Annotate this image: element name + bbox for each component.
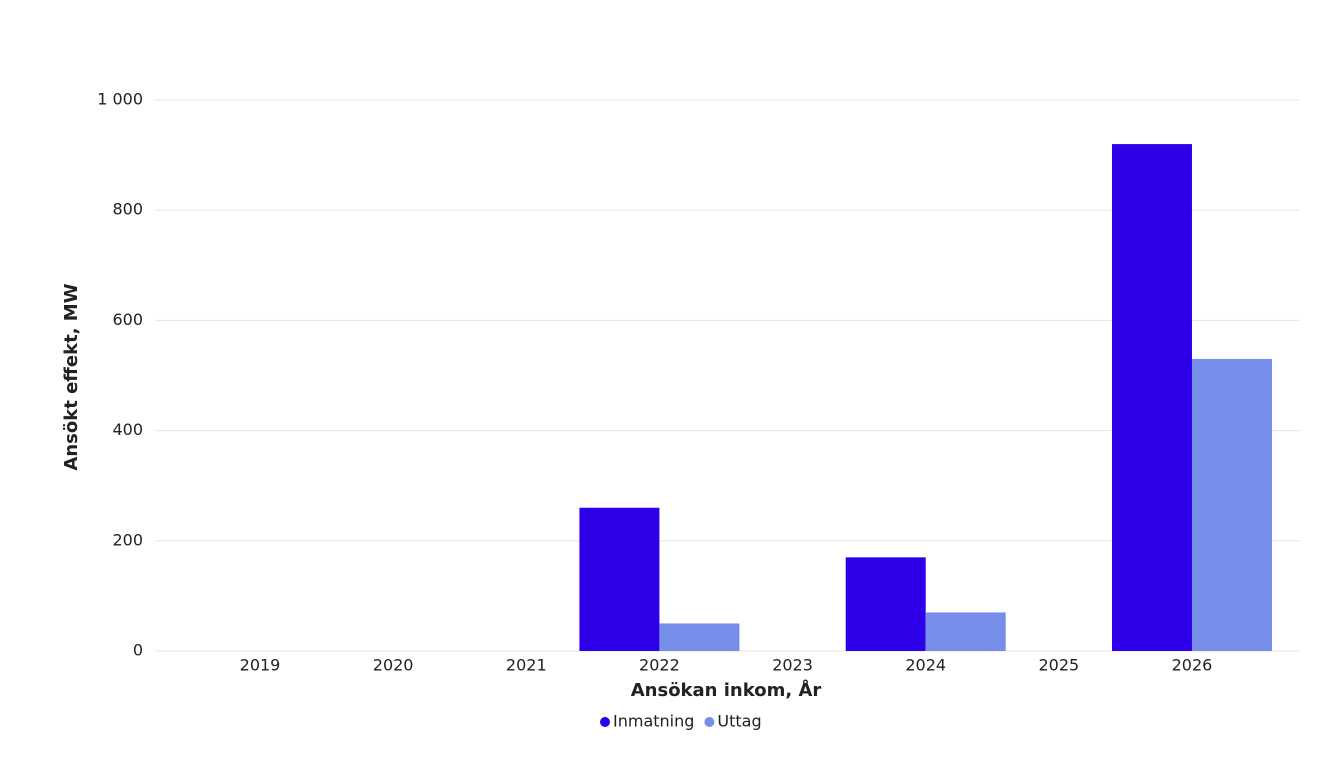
y-tick-label: 800: [112, 200, 143, 219]
x-tick-label: 2021: [506, 656, 547, 675]
x-tick-label: 2023: [772, 656, 813, 675]
bar: [925, 612, 1006, 651]
y-tick-label: 600: [112, 310, 143, 329]
x-axis-title: Ansökan inkom, År: [631, 678, 822, 701]
bar: [845, 557, 926, 651]
x-tick-label: 2024: [905, 656, 946, 675]
x-tick-label: 2020: [373, 656, 414, 675]
y-tick-label: 0: [133, 641, 143, 660]
x-tick-label: 2022: [639, 656, 680, 675]
bar: [1191, 358, 1272, 651]
y-axis-title: Ansökt effekt, MW: [61, 283, 82, 470]
bar: [579, 507, 660, 651]
x-tick-label: 2019: [240, 656, 281, 675]
x-tick-label: 2026: [1172, 656, 1213, 675]
y-tick-label: 1 000: [97, 90, 143, 109]
legend-marker: [600, 717, 610, 727]
bar: [659, 623, 740, 651]
legend-label: Uttag: [717, 712, 761, 731]
y-tick-label: 200: [112, 530, 143, 549]
bar: [1111, 144, 1192, 651]
y-tick-label: 400: [112, 420, 143, 439]
x-tick-label: 2025: [1038, 656, 1079, 675]
legend-marker: [704, 717, 715, 727]
legend-label: Inmatning: [613, 712, 694, 731]
